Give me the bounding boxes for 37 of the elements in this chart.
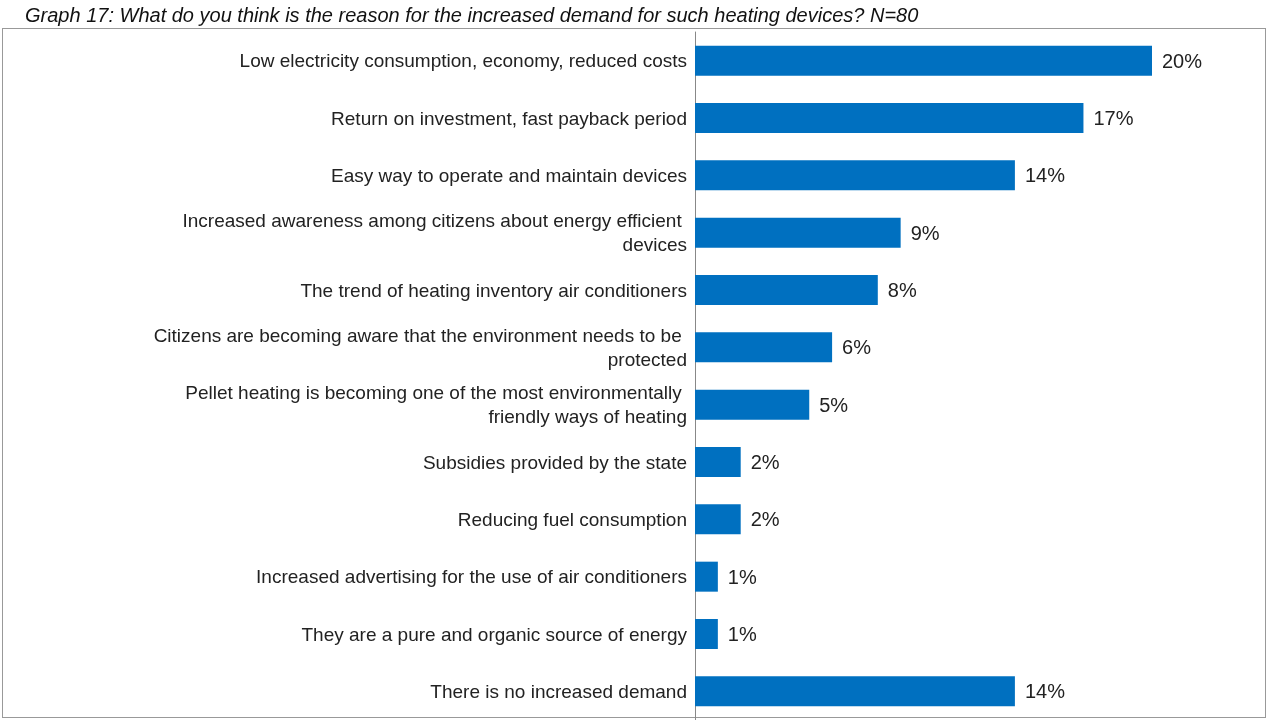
data-label: 20% [1162, 49, 1203, 72]
bar [695, 389, 810, 420]
y-tick-label: Pellet heating is becoming one of the most environmentally friendly ways of heating [185, 382, 687, 428]
y-tick-label: Citizens are becoming aware that the environment needs to be protected [153, 324, 687, 370]
bar [695, 561, 718, 592]
y-tick-label: Increased awareness among citizens about energy efficient devices [182, 210, 687, 256]
y-tick-label: Increased advertising for the use of air conditioners [256, 566, 687, 588]
y-tick-label: Reducing fuel consumption [457, 508, 687, 530]
bar [695, 45, 1152, 76]
data-label: 9% [910, 221, 940, 244]
y-tick-label: The trend of heating inventory air conditioners [300, 279, 687, 301]
data-label: 14% [1024, 164, 1066, 187]
data-label: 1% [727, 565, 757, 588]
data-label: 6% [842, 336, 872, 359]
y-tick-label: Low electricity consumption, economy, reduced costs [239, 50, 687, 72]
data-label: 5% [819, 393, 849, 416]
data-label: 1% [727, 623, 757, 645]
y-tick-label: There is no increased demand [430, 680, 687, 702]
bar [695, 160, 1015, 191]
data-label: 17% [1093, 107, 1134, 129]
y-tick-label: Easy way to operate and maintain devices [331, 164, 687, 186]
bar [695, 447, 741, 477]
data-label: 8% [887, 279, 917, 301]
bar [695, 676, 1015, 707]
bar [695, 217, 901, 248]
bar [695, 103, 1084, 133]
bar [695, 332, 833, 363]
data-label: 2% [750, 451, 780, 473]
y-tick-label: They are a pure and organic source of energy [301, 623, 688, 645]
bar [695, 504, 741, 535]
bar [695, 619, 718, 649]
data-label: 14% [1024, 680, 1066, 703]
bar [695, 275, 878, 305]
text: Graph 17: What do you think is the reason for the increased demand for such heating devices? N=80 [25, 4, 919, 26]
y-tick-label: Return on investment, fast payback period [331, 107, 687, 129]
data-label: 2% [750, 508, 780, 531]
y-tick-label: Subsidies provided by the state [422, 451, 687, 473]
